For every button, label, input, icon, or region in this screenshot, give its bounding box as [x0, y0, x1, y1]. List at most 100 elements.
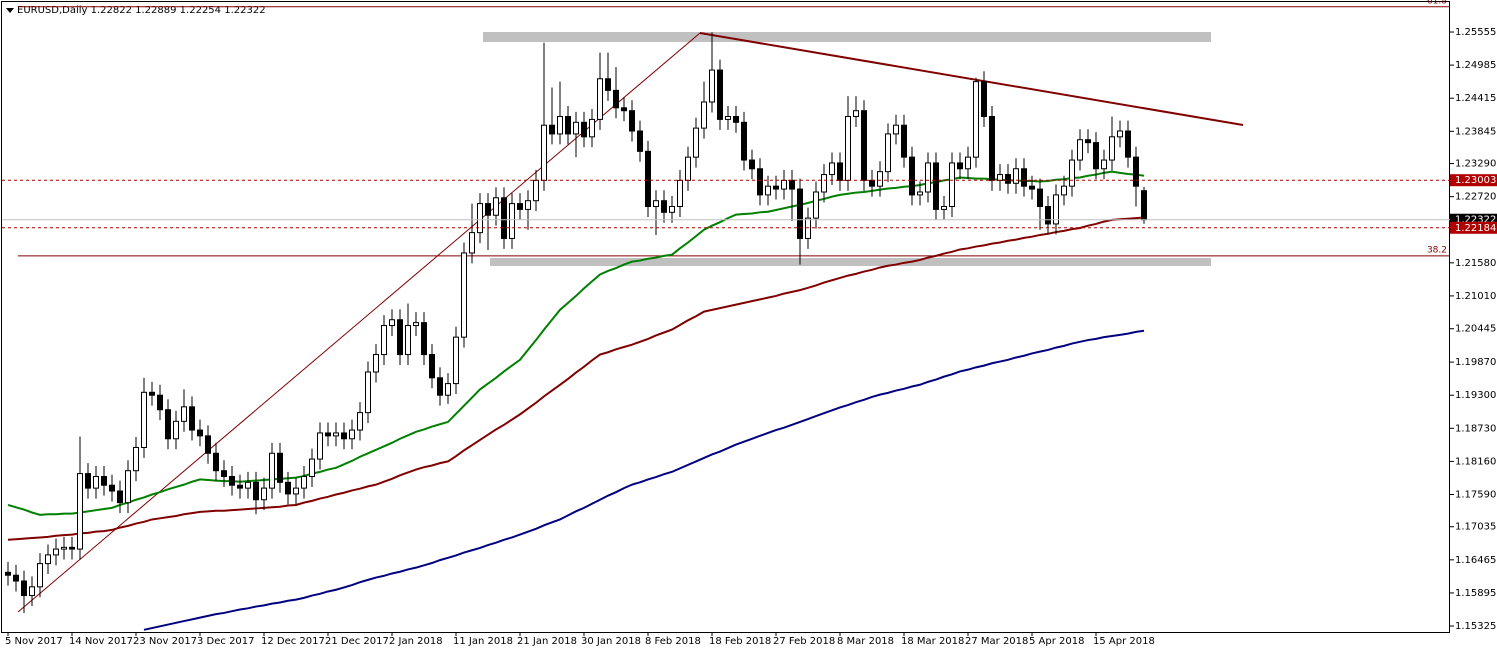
candle-body — [541, 124, 547, 181]
candle-body — [501, 197, 507, 239]
candle-body — [485, 203, 491, 216]
candle-body — [789, 179, 795, 190]
candle-body — [1069, 159, 1075, 187]
candle-body — [349, 429, 355, 440]
candle-body — [597, 78, 603, 120]
candle-body — [261, 487, 267, 501]
moving-average-line — [143, 329, 1145, 631]
candle-body — [181, 406, 187, 422]
x-tick-label: 21 Jan 2018 — [517, 636, 577, 647]
candle-body — [229, 476, 235, 486]
x-tick-label: 8 Feb 2018 — [645, 636, 701, 647]
candle-body — [13, 574, 19, 582]
y-tick-label: 1.19870 — [1455, 357, 1496, 368]
candle-body — [405, 325, 411, 356]
candle-body — [189, 406, 195, 431]
y-tick-label: 1.16465 — [1455, 555, 1496, 566]
candle-body — [853, 110, 859, 118]
candle-body — [1133, 156, 1139, 187]
candle-body — [941, 206, 947, 210]
candle-body — [29, 586, 35, 597]
x-tick-label: 27 Feb 2018 — [773, 636, 835, 647]
x-tick-label: 18 Feb 2018 — [709, 636, 771, 647]
x-tick-label: 3 Dec 2017 — [197, 636, 255, 647]
candle-body — [997, 174, 1003, 181]
candle-body — [197, 429, 203, 437]
candle-body — [845, 116, 851, 181]
candle-body — [165, 409, 171, 440]
candle-body — [461, 252, 467, 338]
candle-body — [445, 383, 451, 396]
candle-body — [85, 473, 91, 489]
candle-body — [1117, 130, 1123, 138]
fib-label: 61.8 — [1427, 0, 1447, 6]
candle-body — [933, 162, 939, 210]
candle-body — [509, 203, 515, 239]
x-tick-label: 11 Jan 2018 — [453, 636, 513, 647]
candle-body — [829, 162, 835, 176]
price-label: 1.22322 — [1455, 215, 1496, 226]
price-label-box — [1450, 221, 1497, 234]
candle-body — [981, 81, 987, 118]
y-tick-label: 1.18160 — [1455, 456, 1496, 467]
candle-body — [1037, 188, 1043, 208]
candle-body — [1077, 139, 1083, 161]
candle-body — [421, 322, 427, 356]
candle-body — [605, 78, 611, 91]
y-tick-label: 1.22720 — [1455, 192, 1496, 203]
candle-body — [669, 206, 675, 213]
candle-body — [1005, 174, 1011, 184]
candle-body — [397, 319, 403, 356]
candle-body — [821, 174, 827, 193]
candle-body — [925, 162, 931, 193]
candle-body — [21, 580, 27, 597]
candle-body — [1085, 139, 1091, 144]
x-tick-label: 5 Nov 2017 — [5, 636, 63, 647]
candle-body — [781, 179, 787, 190]
candle-body — [661, 200, 667, 213]
candle-body — [309, 458, 315, 478]
resistance-trendline — [699, 32, 1244, 126]
candle-body — [93, 476, 99, 489]
candle-body — [613, 89, 619, 109]
candle-body — [1141, 190, 1147, 221]
fib-label: 38.2 — [1427, 245, 1447, 255]
candle-body — [1101, 159, 1107, 170]
candle-body — [245, 481, 251, 489]
candle-body — [373, 354, 379, 373]
x-tick-label: 18 Mar 2018 — [901, 636, 964, 647]
candle-body — [949, 162, 955, 208]
x-tick-label: 2 Jan 2018 — [389, 636, 443, 647]
candle-body — [277, 452, 283, 483]
candle-body — [109, 484, 115, 492]
candle-body — [581, 121, 587, 138]
candle-body — [877, 171, 883, 187]
x-tick-label: 23 Nov 2017 — [133, 636, 197, 647]
candle-body — [469, 232, 475, 254]
candle-body — [709, 69, 715, 103]
x-tick-label: 14 Nov 2017 — [69, 636, 133, 647]
candle-body — [549, 124, 555, 135]
candle-body — [773, 185, 779, 190]
candle-body — [333, 432, 339, 437]
candle-body — [269, 452, 275, 489]
candle-body — [1021, 168, 1027, 187]
candle-body — [413, 322, 419, 327]
x-tick-label: 12 Dec 2017 — [261, 636, 325, 647]
candle-body — [53, 548, 59, 556]
y-tick-label: 1.15895 — [1455, 588, 1496, 599]
plot-frame — [1, 1, 1450, 633]
candle-body — [589, 118, 595, 138]
y-tick-label: 1.21580 — [1455, 258, 1496, 269]
candle-body — [813, 191, 819, 219]
candle-body — [253, 481, 259, 501]
y-tick-label: 1.24985 — [1455, 60, 1496, 71]
candle-body — [357, 412, 363, 431]
candle-body — [317, 432, 323, 460]
candle-body — [1061, 185, 1067, 196]
x-tick-label: 5 Apr 2018 — [1029, 636, 1084, 647]
candle-body — [125, 470, 131, 504]
candle-body — [77, 473, 83, 550]
candle-body — [293, 487, 299, 495]
